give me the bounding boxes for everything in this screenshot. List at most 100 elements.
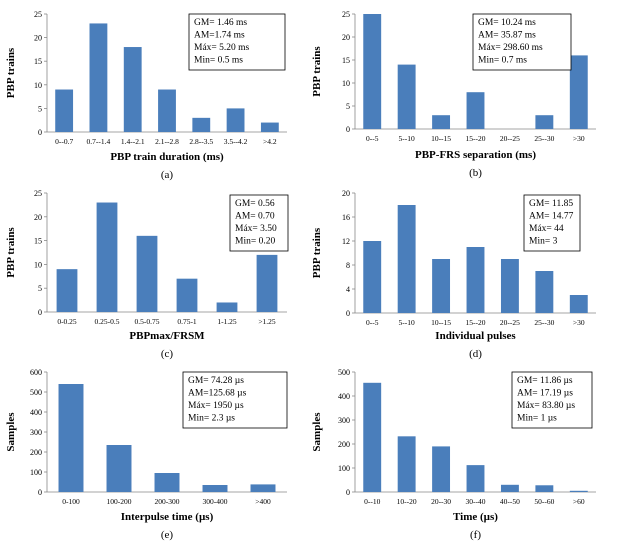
- stats-box: [472, 13, 572, 71]
- bar: [158, 89, 176, 132]
- stats-line: Máx= 298.60 ms: [478, 43, 543, 53]
- y-tick-label: 20: [34, 213, 42, 222]
- x-tick-label: 0.7--1.4: [87, 137, 111, 146]
- stats-line: AM=1.74 ms: [194, 31, 245, 41]
- bar: [192, 117, 211, 132]
- stats-line: GM= 11.86 µs: [517, 376, 573, 386]
- y-tick-label: 15: [342, 56, 350, 65]
- x-tick-label: 40--50: [500, 497, 520, 506]
- bar: [466, 465, 485, 492]
- panel-caption: (f): [470, 529, 481, 541]
- y-tick-label: 20: [342, 189, 350, 198]
- stats-line: Máx= 3.50: [235, 224, 277, 234]
- x-tick-label: >400: [255, 497, 271, 506]
- x-tick-label: >30: [573, 318, 585, 327]
- x-tick-label: 300-400: [203, 497, 228, 506]
- x-tick-label: 15--20: [466, 134, 486, 143]
- x-tick-label: 10--15: [431, 318, 451, 327]
- y-axis-label: PBP trains: [311, 227, 323, 278]
- stats-line: GM= 10.24 ms: [478, 18, 536, 28]
- y-axis-label: PBP trains: [5, 47, 17, 98]
- x-tick-label: >1.25: [258, 317, 276, 326]
- x-tick-label: 10--20: [397, 497, 417, 506]
- y-tick-label: 500: [338, 368, 350, 377]
- x-tick-label: 50--60: [534, 497, 554, 506]
- x-tick-label: 0-100: [62, 497, 80, 506]
- x-tick-label: >30: [573, 134, 585, 143]
- y-tick-label: 20: [342, 33, 350, 42]
- y-tick-label: 5: [38, 104, 42, 113]
- x-tick-label: 1.4--2.1: [121, 137, 145, 146]
- y-axis-label: PBP trains: [5, 227, 17, 278]
- y-axis-label: Samples: [5, 412, 17, 452]
- y-tick-label: 10: [34, 81, 42, 90]
- bar: [363, 14, 382, 129]
- bar: [466, 247, 485, 313]
- bar: [55, 89, 74, 132]
- x-tick-label: 20--30: [431, 497, 451, 506]
- y-tick-label: 15: [34, 237, 42, 246]
- y-tick-label: 200: [30, 448, 42, 457]
- stats-line: GM= 0.56: [235, 199, 275, 209]
- chart-panel-d: 0 4 8 12 16 20 0--5 5--10 10--15 15--20 20--25 25--…: [311, 189, 596, 360]
- bar: [202, 485, 228, 492]
- bar: [226, 108, 245, 132]
- panel-caption: (b): [469, 167, 482, 179]
- bar: [123, 47, 142, 132]
- y-tick-label: 16: [342, 213, 350, 222]
- bar: [256, 254, 278, 312]
- y-tick-label: 25: [342, 10, 350, 19]
- x-tick-label: 0.75-1: [177, 317, 197, 326]
- bar: [56, 269, 78, 312]
- stats-line: GM= 74.28 µs: [188, 376, 244, 386]
- x-axis-label: Time (µs): [453, 511, 498, 523]
- y-tick-label: 20: [34, 34, 42, 43]
- bar: [136, 235, 158, 312]
- bar: [363, 382, 382, 492]
- stats-line: AM=125.68 µs: [188, 389, 247, 399]
- stats-line: Min= 0.20: [235, 237, 275, 247]
- y-tick-label: 300: [30, 428, 42, 437]
- stats-box: [523, 194, 581, 252]
- x-tick-label: 0--10: [364, 497, 380, 506]
- y-tick-label: 25: [34, 10, 42, 19]
- x-axis-label: PBPmax/FRSM: [129, 330, 205, 342]
- bar: [432, 446, 451, 492]
- y-tick-label: 0: [38, 488, 42, 497]
- stats-line: Máx= 44: [529, 224, 564, 234]
- stats-box: [188, 13, 286, 71]
- bar: [500, 259, 519, 313]
- stats-line: AM= 0.70: [235, 212, 275, 222]
- bar: [216, 302, 238, 312]
- y-tick-label: 0: [346, 309, 350, 318]
- x-tick-label: 0--0.7: [55, 137, 73, 146]
- y-tick-label: 8: [346, 261, 350, 270]
- x-tick-label: 25--30: [534, 134, 554, 143]
- bar: [569, 490, 588, 492]
- y-tick-label: 12: [342, 237, 350, 246]
- y-tick-label: 0: [346, 125, 350, 134]
- y-tick-label: 10: [34, 260, 42, 269]
- bar: [363, 241, 382, 313]
- y-tick-label: 200: [338, 440, 350, 449]
- y-tick-label: 0: [38, 308, 42, 317]
- chart-panel-e: 0 100 200 300 400 500 600 0-100 100-200 200-300 30…: [5, 368, 288, 541]
- chart-panel-f: 0 100 200 300 400 500 0--10 10--20 20--30 30--40 4…: [311, 368, 596, 541]
- stats-line: GM= 1.46 ms: [194, 18, 247, 28]
- x-tick-label: >60: [573, 497, 585, 506]
- x-tick-label: 10--15: [431, 134, 451, 143]
- bar: [250, 484, 276, 492]
- x-axis-label: PBP-FRS separation (ms): [415, 149, 536, 161]
- bar: [397, 436, 416, 492]
- x-axis-label: Individual pulses: [435, 330, 516, 342]
- chart-panel-a: 0 5 10 15 20 25 0--0.7 0.7--1.4 1.4--2.1 2.1--2.8…: [5, 10, 287, 181]
- panel-caption: (e): [161, 529, 174, 541]
- y-tick-label: 25: [34, 189, 42, 198]
- x-tick-label: 2.1--2.8: [155, 137, 179, 146]
- stats-line: Min= 2.3 µs: [188, 414, 235, 424]
- bar: [58, 384, 84, 492]
- x-tick-label: 100-200: [107, 497, 132, 506]
- x-tick-label: 0.25-0.5: [95, 317, 120, 326]
- stats-box: [182, 371, 288, 429]
